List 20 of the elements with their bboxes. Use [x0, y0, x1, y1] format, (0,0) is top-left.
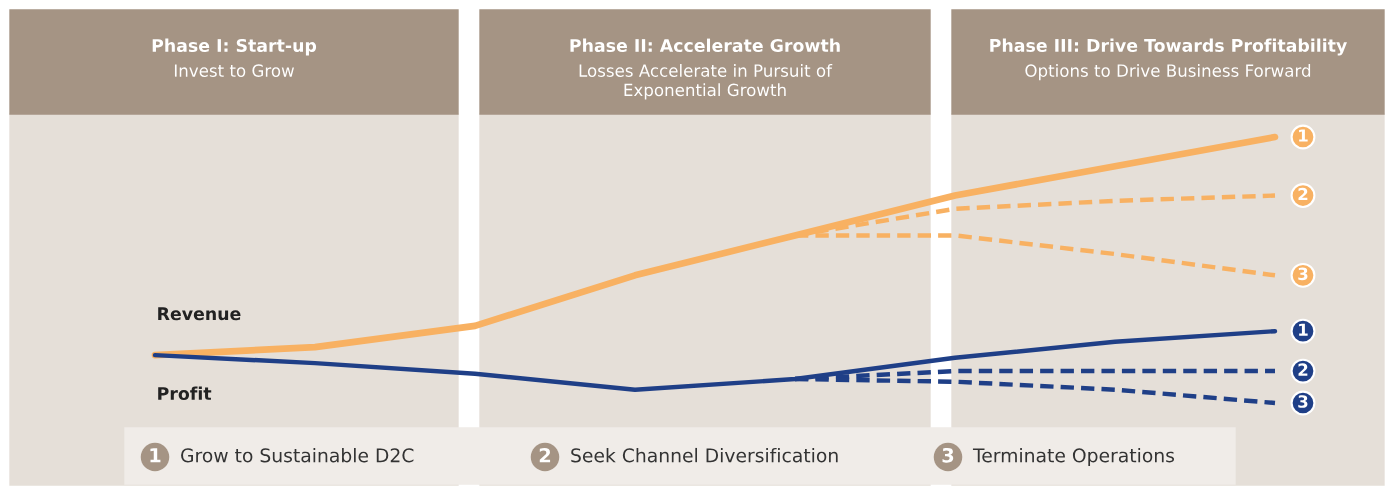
- text: Losses Accelerate in Pursuit of Exponential Growth: [579, 64, 833, 100]
- text: 2: [539, 447, 551, 463]
- text: Grow to Sustainable D2C: [181, 447, 414, 463]
- text: Invest to Grow: [174, 64, 294, 77]
- text: Options to Drive Business Forward: [1025, 64, 1311, 81]
- text: Phase II: Accelerate Growth: [570, 38, 840, 53]
- series-label: Revenue: [158, 307, 241, 321]
- text: Terminate Operations: [972, 447, 1175, 467]
- text: 1: [150, 448, 161, 463]
- annotation: 1: [1299, 323, 1308, 336]
- annotation: 1: [1299, 129, 1308, 142]
- text: 3: [942, 447, 954, 463]
- annotation: 2: [1298, 363, 1308, 376]
- series-label: Profit: [158, 386, 212, 401]
- annotation: 2: [1298, 187, 1308, 201]
- annotation: 3: [1298, 395, 1308, 408]
- text: Seek Channel Diversification: [571, 447, 838, 463]
- text: Phase I: Start-up: [152, 38, 317, 56]
- annotation: 3: [1298, 267, 1308, 281]
- text: Phase III: Drive Towards Profitability: [990, 38, 1347, 56]
